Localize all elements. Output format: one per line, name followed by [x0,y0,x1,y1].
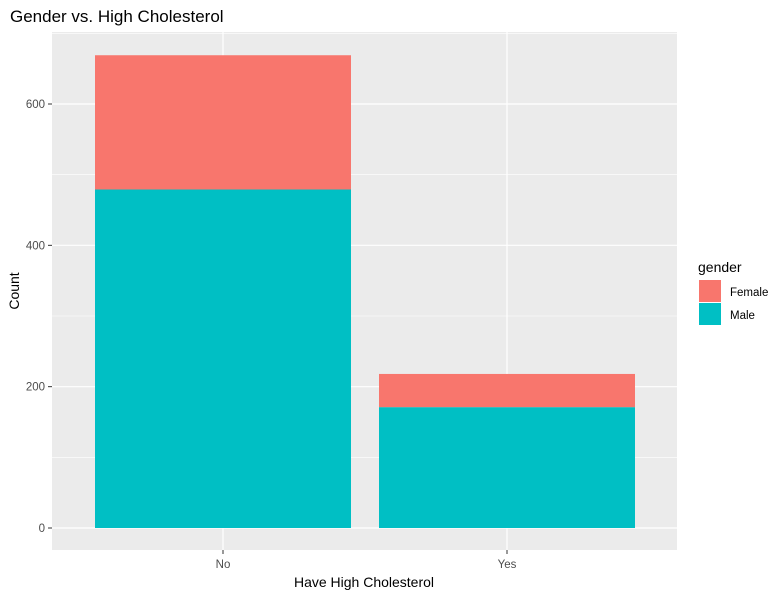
bar-male-no [95,189,351,529]
bar-female-yes [379,373,635,408]
x-tick-label: Yes [498,559,517,571]
x-axis-title: Have High Cholesterol [294,574,434,590]
y-axis: 0 200 400 600 [26,99,52,535]
legend-key-male [699,303,721,325]
y-axis-title: Count [6,272,22,309]
legend-label-female: Female [730,287,768,299]
legend: gender Female Male [698,259,768,325]
y-tick-label: 200 [26,382,45,394]
chart-title: Gender vs. High Cholesterol [10,7,224,26]
bar-male-yes [379,407,635,528]
y-tick-label: 0 [39,523,45,535]
x-axis: No Yes [216,550,517,571]
legend-title: gender [698,259,742,275]
x-tick-label: No [216,559,231,571]
y-tick-label: 600 [26,99,45,111]
legend-label-male: Male [730,310,755,322]
y-tick-label: 400 [26,240,45,252]
bars [95,55,635,529]
legend-key-female [699,280,721,302]
bar-female-no [95,55,351,190]
